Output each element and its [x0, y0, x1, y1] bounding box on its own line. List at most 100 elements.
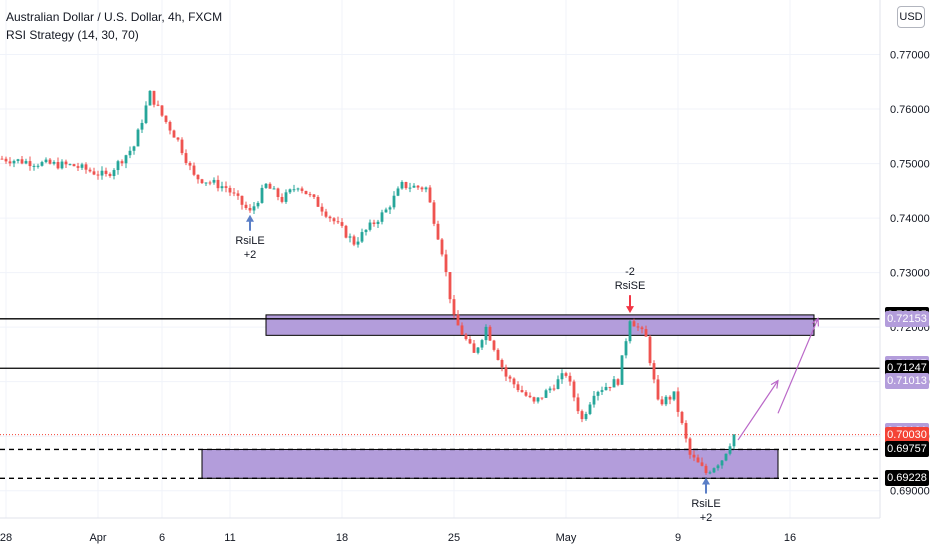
candle-body-132	[528, 395, 532, 398]
candle-body-121	[484, 326, 488, 341]
projection-line-1	[777, 318, 819, 414]
candle-body-143	[572, 381, 576, 398]
candle-body-28	[112, 170, 116, 176]
candle-body-30	[120, 161, 124, 164]
candle-body-141	[564, 373, 568, 376]
candle-body-55	[220, 186, 224, 189]
candle-body-70	[280, 196, 284, 202]
candle-body-32	[128, 150, 132, 156]
candle-body-43	[172, 130, 176, 138]
candle-9	[36, 163, 40, 169]
candle-body-165	[660, 399, 664, 405]
candle-148	[592, 391, 596, 408]
time-tick-3: 11	[224, 532, 235, 544]
candle-112	[448, 272, 452, 304]
candle-43	[172, 129, 176, 138]
candle-155	[620, 355, 624, 385]
rsile-signal-2-arrow-head	[702, 477, 710, 485]
candle-body-142	[568, 375, 572, 382]
rsile-signal-1-text-0: RsiLE	[235, 234, 265, 247]
candle-body-176	[704, 465, 708, 474]
candle-body-77	[308, 194, 312, 196]
candle-158	[632, 318, 636, 327]
candle-body-172	[688, 438, 692, 455]
candle-body-73	[292, 189, 296, 191]
candle-133	[532, 396, 536, 404]
currency-button[interactable]: USD	[897, 6, 925, 28]
candle-159	[636, 323, 640, 331]
candle-body-102	[408, 187, 412, 189]
candle-body-0	[0, 158, 4, 160]
candle-126	[504, 364, 508, 381]
candle-137	[548, 386, 552, 393]
candle-27	[108, 172, 112, 178]
candle-131	[524, 390, 528, 397]
candle-body-146	[584, 413, 588, 420]
candle-body-4	[16, 159, 20, 161]
candle-body-8	[32, 165, 36, 167]
candle-124	[496, 348, 500, 361]
candle-body-92	[368, 222, 372, 230]
candle-48	[192, 162, 196, 177]
candle-3	[12, 159, 16, 168]
rsile-signal-1-arrow-head	[246, 214, 254, 222]
symbol-title: Australian Dollar / U.S. Dollar, 4h, FXC…	[6, 10, 223, 24]
candle-body-20	[80, 164, 84, 168]
candle-body-50	[200, 179, 204, 184]
candle-90	[360, 228, 364, 243]
candle-body-167	[668, 396, 672, 400]
candle-91	[364, 229, 368, 236]
candle-114	[456, 310, 460, 326]
candle-13	[52, 160, 56, 166]
candle-body-183	[732, 434, 736, 447]
candle-body-159	[636, 326, 640, 328]
candle-21	[84, 162, 88, 174]
candle-103	[412, 183, 416, 188]
candle-body-44	[176, 137, 180, 140]
candle-28	[112, 168, 116, 180]
zones-layer	[201, 314, 815, 479]
candle-97	[388, 205, 392, 215]
candle-55	[220, 181, 224, 192]
candle-36	[144, 101, 148, 125]
candle-166	[664, 395, 668, 407]
candle-body-138	[552, 388, 556, 390]
candle-125	[500, 358, 504, 372]
candle-body-151	[604, 386, 608, 391]
candle-117	[468, 336, 472, 345]
candle-93	[372, 219, 376, 227]
candle-111	[444, 249, 448, 277]
time-tick-6: May	[556, 532, 577, 544]
candle-body-54	[216, 179, 220, 189]
price-label-8: 0.69228	[885, 470, 929, 487]
candle-167	[668, 395, 672, 405]
candle-0	[0, 155, 4, 160]
candle-39	[156, 100, 160, 107]
candle-65	[260, 184, 264, 204]
candle-body-56	[224, 186, 228, 188]
candle-body-3	[12, 160, 16, 164]
candle-171	[684, 420, 688, 443]
time-tick-8: 16	[784, 532, 796, 544]
candle-body-149	[596, 391, 600, 396]
candle-152	[608, 386, 612, 392]
candle-body-124	[496, 349, 500, 360]
candle-body-63	[252, 206, 256, 211]
candle-66	[264, 183, 268, 189]
candle-body-24	[96, 174, 100, 176]
candle-body-118	[472, 343, 476, 353]
candle-174	[696, 454, 700, 463]
candle-body-133	[532, 397, 536, 402]
candle-body-171	[684, 423, 688, 439]
candle-body-41	[164, 115, 168, 122]
candle-body-65	[260, 187, 264, 203]
candle-body-25	[100, 170, 104, 176]
candle-body-26	[104, 170, 108, 174]
candle-149	[596, 390, 600, 401]
candle-50	[200, 178, 204, 184]
candle-86	[344, 224, 348, 239]
candle-body-72	[288, 189, 292, 193]
candle-body-152	[608, 386, 612, 388]
candle-1	[4, 156, 8, 164]
